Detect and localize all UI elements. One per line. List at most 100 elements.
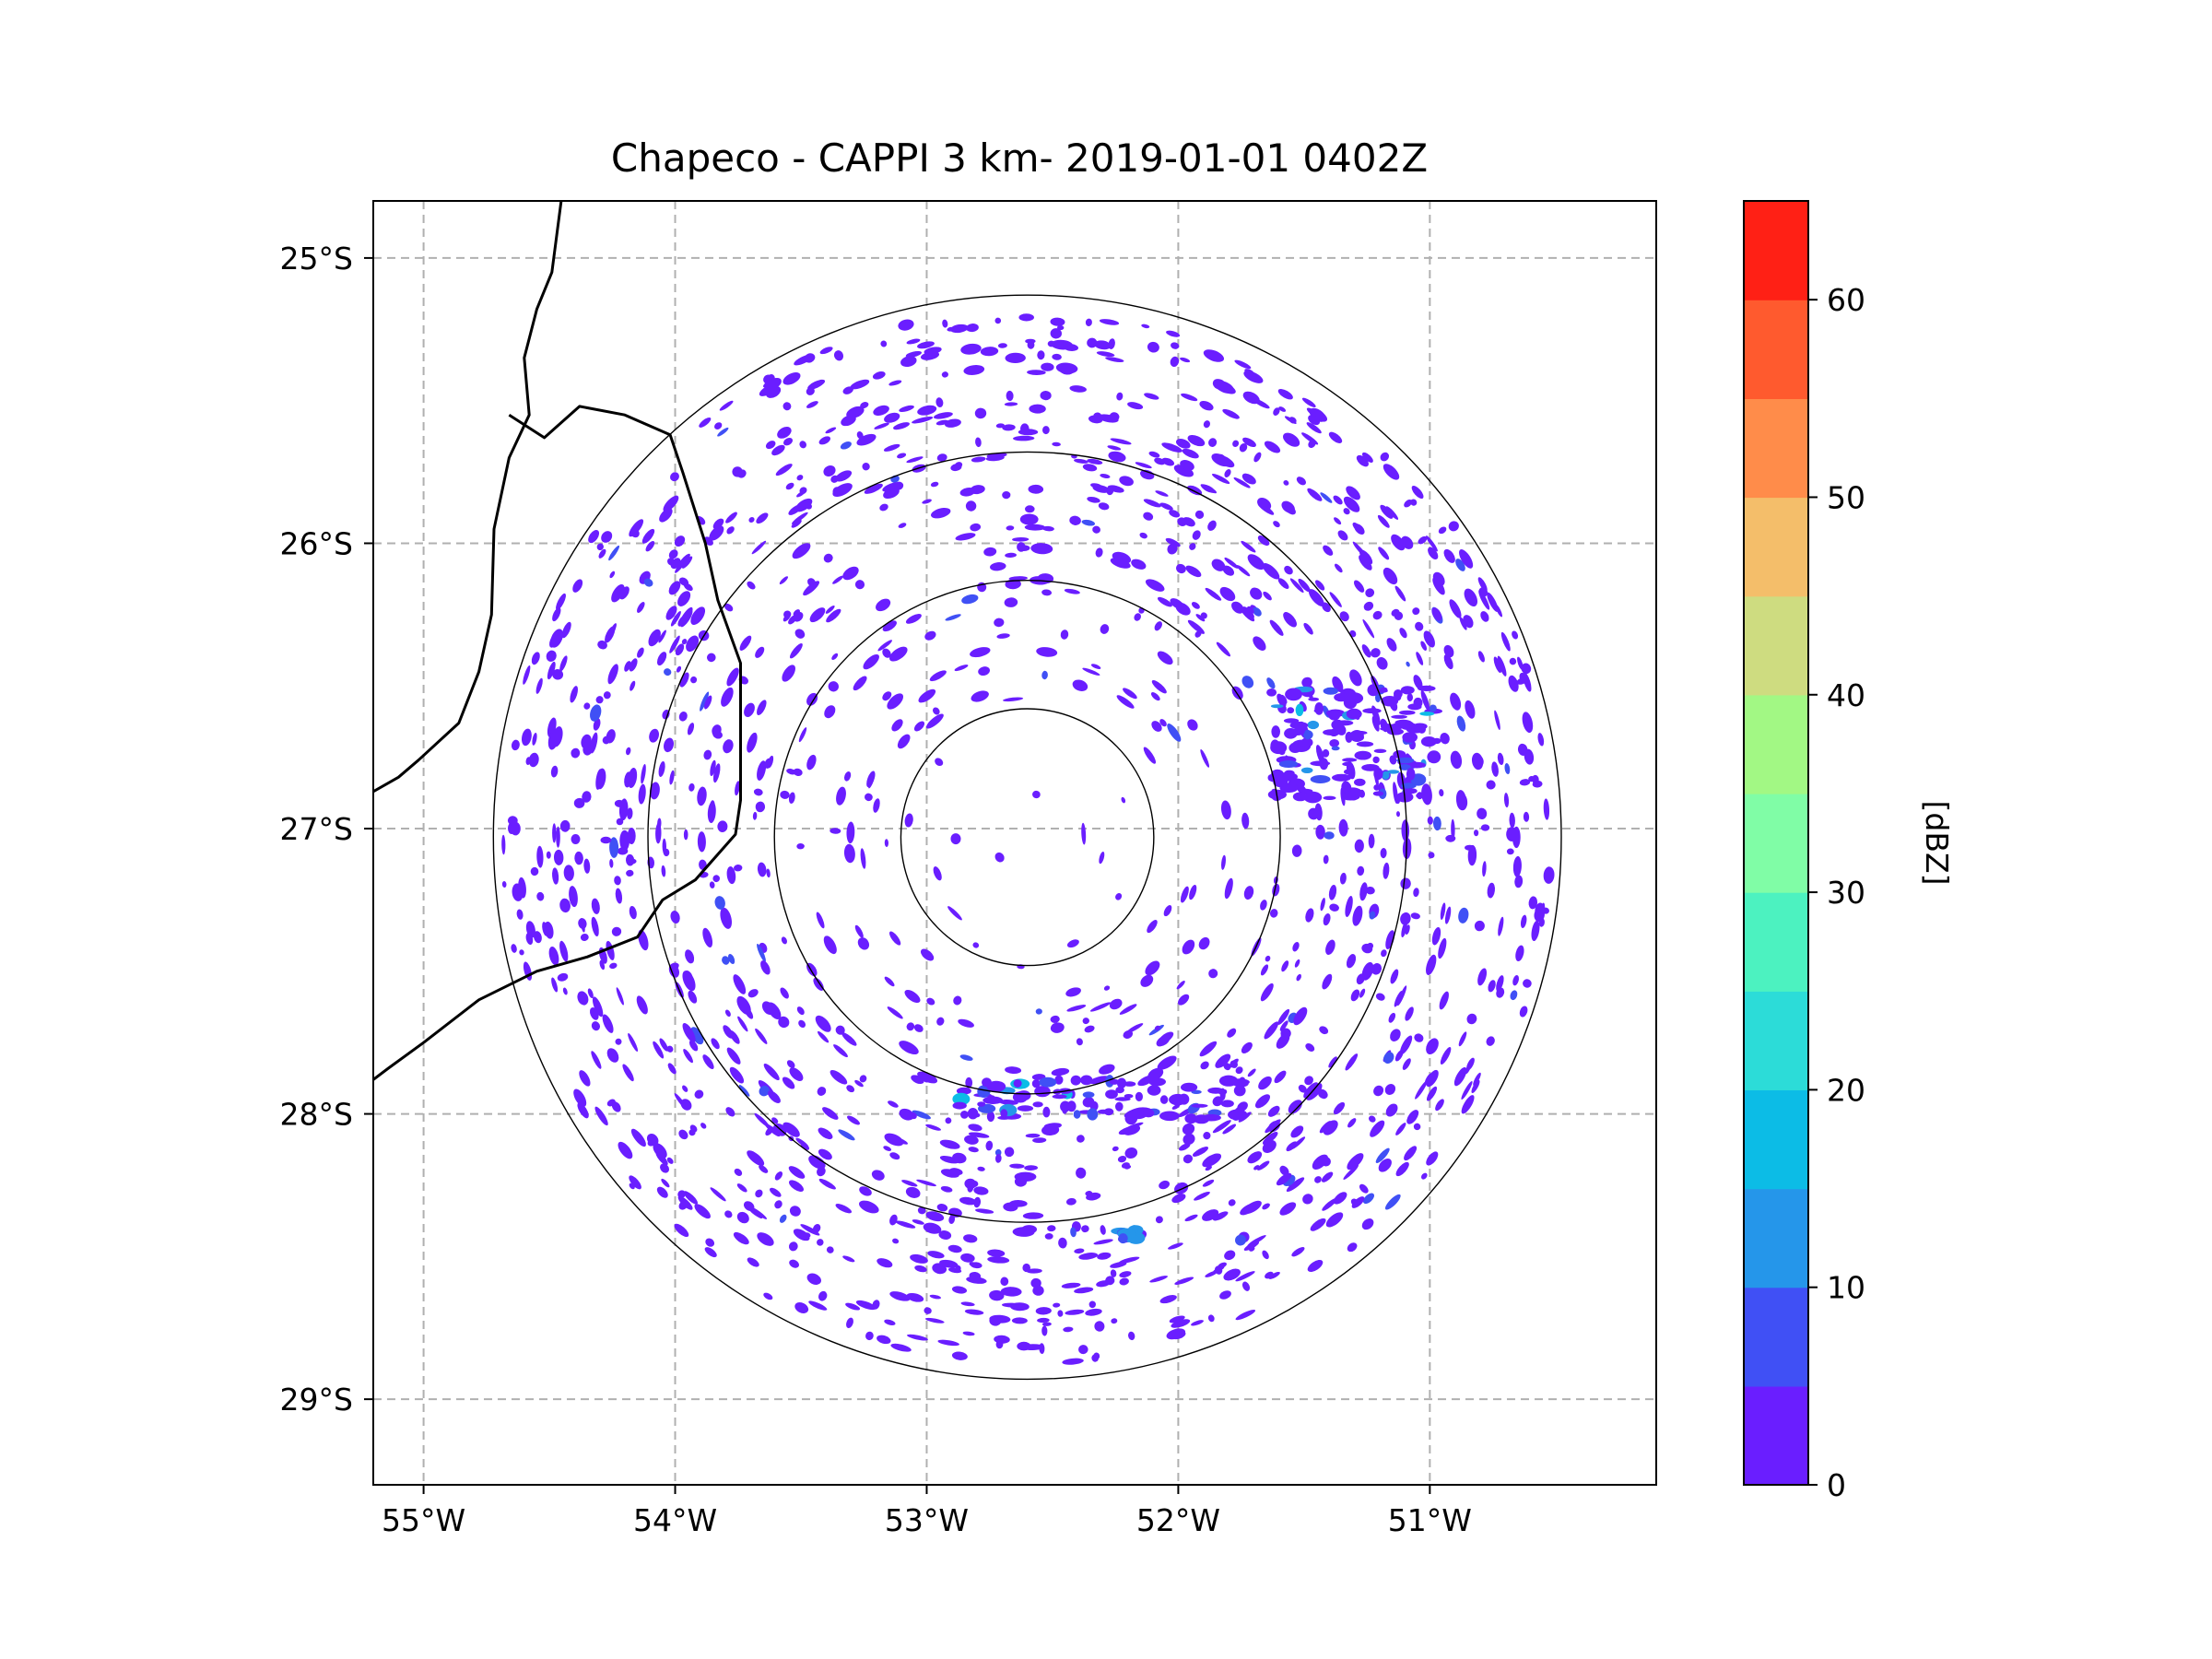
echo-cell-1055 — [1135, 462, 1152, 469]
echo-cell-1008 — [1063, 1326, 1074, 1333]
echo-cell-164 — [602, 1014, 614, 1033]
echo-cell-793 — [1088, 1300, 1097, 1309]
echo-cell-532 — [1317, 1088, 1328, 1100]
echo-cell-468 — [1241, 473, 1256, 485]
echo-cluster-0-cell-85 — [1345, 731, 1353, 743]
echo-cell-500 — [712, 724, 722, 736]
echo-cluster-0-cell-125 — [1278, 748, 1286, 756]
echo-cluster-1-cell-57 — [1124, 1094, 1134, 1099]
echo-cell-847 — [935, 397, 944, 407]
echo-cell-4 — [960, 343, 982, 355]
echo-cell-1420 — [1097, 1252, 1112, 1260]
echo-cell-298 — [1159, 1180, 1171, 1190]
echo-cell-1175 — [1372, 756, 1380, 764]
echo-cell-916 — [1371, 715, 1380, 732]
echo-cluster-0-cell-14 — [1356, 741, 1374, 747]
echo-cell-253 — [1385, 1103, 1398, 1117]
colorbar-level-6 — [1744, 793, 1808, 893]
echo-cell-70 — [887, 693, 904, 710]
echo-cell-137 — [1283, 432, 1300, 447]
echo-cell-968 — [1004, 1147, 1015, 1158]
echo-cell-490 — [1257, 535, 1270, 547]
echo-cell-791 — [615, 1038, 622, 1045]
echo-cell-1333 — [1477, 807, 1488, 819]
echo-cell-773 — [1119, 476, 1134, 487]
echo-cell-1335 — [923, 1222, 942, 1234]
echo-cell-124 — [603, 691, 611, 700]
echo-cell-57 — [835, 1204, 853, 1214]
echo-cell-1441 — [1124, 1147, 1138, 1159]
echo-cell-637 — [968, 1132, 990, 1138]
echo-cell-440 — [1277, 1008, 1290, 1025]
echo-cell-1462 — [967, 1182, 974, 1193]
echo-cluster-0-cell-127 — [1394, 719, 1412, 726]
echo-cell-47 — [939, 1139, 960, 1149]
echo-cell-306 — [665, 606, 677, 620]
echo-cell-584 — [1151, 680, 1167, 694]
echo-cell-450 — [528, 752, 539, 768]
echo-cell-1300 — [1098, 502, 1110, 511]
echo-cluster-1-cell-77 — [1116, 1077, 1127, 1088]
echo-cell-504 — [1141, 324, 1150, 329]
echo-cell-836 — [1323, 913, 1331, 926]
echo-cell-1041 — [980, 347, 999, 357]
echo-cluster-1-cell-14 — [1006, 1100, 1013, 1106]
echo-cell-692 — [714, 896, 725, 910]
echo-cell-183 — [563, 865, 574, 881]
echo-cell-1416 — [1466, 1057, 1475, 1071]
echo-cell-525 — [1321, 1171, 1334, 1182]
echo-cell-1233 — [1362, 618, 1375, 639]
echo-cell-1196 — [1486, 1036, 1495, 1046]
echo-cell-1002 — [630, 1128, 646, 1147]
echo-cell-213 — [1234, 359, 1252, 370]
echo-cell-751 — [1024, 524, 1046, 531]
echo-cell-550 — [763, 1292, 773, 1300]
echo-cell-1021 — [782, 1122, 800, 1137]
echo-cell-1207 — [1426, 1038, 1439, 1055]
echo-cell-1015 — [936, 453, 947, 462]
echo-cell-824 — [590, 704, 602, 722]
echo-cell-470 — [1514, 875, 1524, 888]
echo-cell-1049 — [1343, 496, 1360, 512]
echo-cluster-1-cell-86 — [960, 1111, 969, 1119]
echo-cell-1052 — [747, 732, 758, 753]
echo-cell-1430 — [883, 488, 900, 500]
echo-cell-964 — [1380, 452, 1390, 462]
echo-cluster-0-cell-132 — [1406, 768, 1416, 781]
echo-cell-272 — [754, 1112, 770, 1127]
echo-cell-710 — [1041, 1325, 1048, 1336]
echo-cell-1431 — [628, 1033, 639, 1052]
echo-cell-135 — [683, 1048, 693, 1064]
echo-cell-343 — [1266, 677, 1276, 689]
echo-cell-759 — [1257, 502, 1275, 515]
echo-cluster-1-cell-69 — [1181, 1082, 1198, 1092]
echo-cell-122 — [1004, 597, 1018, 607]
echo-cell-371 — [1288, 417, 1297, 424]
echo-cell-897 — [1406, 661, 1410, 667]
echo-cell-179 — [763, 1063, 780, 1081]
echo-cell-1125 — [804, 353, 816, 363]
echo-cell-480 — [1512, 855, 1522, 877]
echo-cell-747 — [1347, 1118, 1357, 1128]
echo-cell-1428 — [1542, 907, 1549, 914]
echo-cell-200 — [975, 1208, 994, 1214]
echo-cell-806 — [818, 1127, 833, 1140]
echo-cell-1332 — [904, 813, 913, 828]
echo-cluster-0-cell-64 — [1373, 767, 1383, 781]
echo-cluster-0-cell-25 — [1300, 737, 1313, 747]
echo-cell-282 — [846, 1085, 855, 1093]
echo-cell-210 — [579, 1070, 591, 1087]
echo-cell-268 — [1194, 510, 1205, 519]
echo-cell-398 — [625, 853, 635, 866]
echo-cell-555 — [796, 1006, 805, 1016]
echo-cell-1025 — [1171, 1194, 1186, 1204]
echo-cell-71 — [846, 1317, 853, 1328]
echo-cell-394 — [688, 990, 698, 1004]
echo-cell-508 — [968, 1124, 982, 1132]
echo-cell-1208 — [774, 1200, 782, 1209]
echo-cell-1292 — [1509, 812, 1515, 829]
echo-cell-526 — [707, 653, 716, 663]
echo-cell-725 — [1280, 694, 1288, 704]
echo-cell-707 — [668, 549, 678, 559]
colorbar-level-0 — [1744, 1385, 1808, 1486]
